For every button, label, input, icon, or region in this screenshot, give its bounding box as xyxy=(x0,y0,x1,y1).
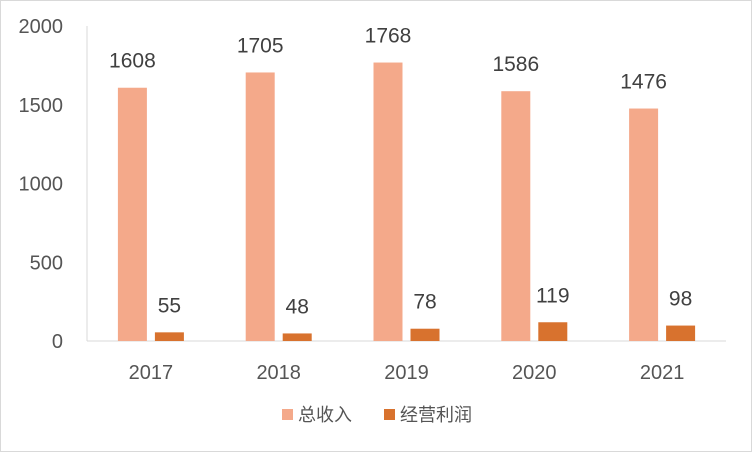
data-label: 55 xyxy=(158,294,181,317)
data-label: 1476 xyxy=(620,71,667,94)
profit-bar xyxy=(666,325,696,341)
data-label: 119 xyxy=(536,284,569,307)
data-label: 1608 xyxy=(109,50,156,73)
x-tick-label: 2019 xyxy=(384,362,429,384)
profit-bar xyxy=(154,332,184,341)
y-tick-label: 1500 xyxy=(19,95,64,117)
revenue-bar xyxy=(501,91,531,341)
revenue-bar xyxy=(245,72,275,342)
y-tick-label: 500 xyxy=(30,252,63,274)
data-label: 1705 xyxy=(237,34,284,57)
profit-bar xyxy=(538,322,568,341)
y-axis-ticks: 0 500 1000 1500 2000 xyxy=(19,16,64,353)
data-label: 98 xyxy=(669,288,692,311)
x-tick-label: 2018 xyxy=(256,362,301,384)
y-tick-label: 2000 xyxy=(19,16,64,38)
data-label: 1768 xyxy=(365,25,412,48)
x-axis-ticks: 2017 2018 2019 2020 2021 xyxy=(129,362,685,384)
data-label: 1586 xyxy=(492,53,539,76)
data-label: 48 xyxy=(286,295,309,318)
profit-bar xyxy=(410,328,440,341)
legend: 总收入 经营利润 xyxy=(282,405,472,426)
data-label: 78 xyxy=(413,291,436,314)
x-tick-label: 2017 xyxy=(129,362,174,384)
legend-label: 经营利润 xyxy=(400,405,472,426)
legend-swatch xyxy=(384,409,395,420)
y-tick-label: 0 xyxy=(52,331,63,353)
legend-swatch xyxy=(282,409,293,420)
y-tick-label: 1000 xyxy=(19,174,64,196)
revenue-bar xyxy=(629,108,659,341)
revenue-bar xyxy=(373,62,403,341)
profit-bar xyxy=(282,333,312,341)
legend-label: 总收入 xyxy=(298,405,352,426)
bars-group: 1608 55 1705 48 1768 78 1586 119 1476 98 xyxy=(109,25,696,342)
x-tick-label: 2021 xyxy=(640,362,685,384)
x-tick-label: 2020 xyxy=(512,362,557,384)
revenue-bar xyxy=(117,87,147,342)
